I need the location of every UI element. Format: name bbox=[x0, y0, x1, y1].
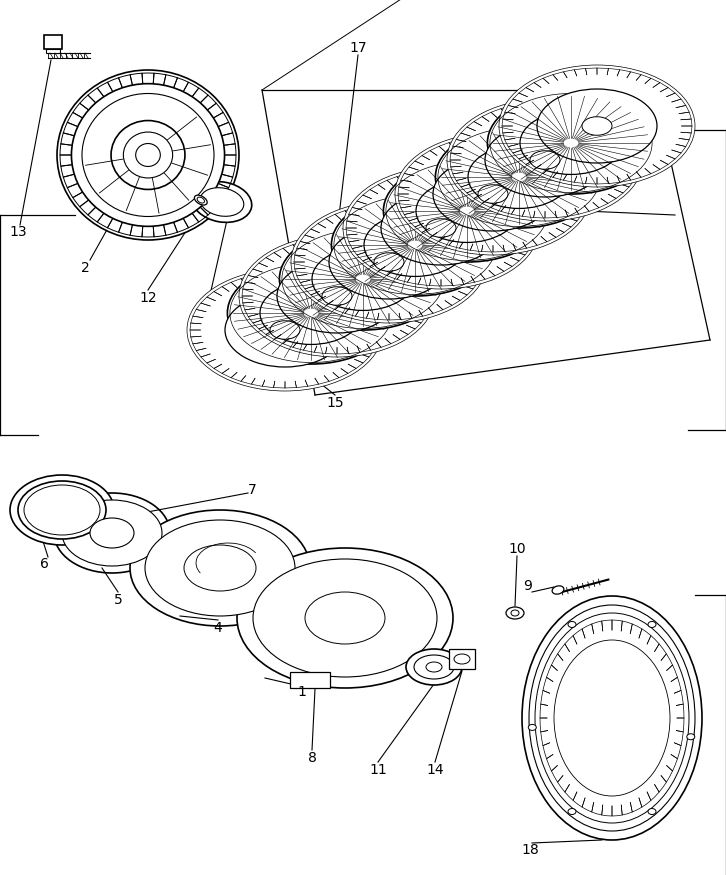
Ellipse shape bbox=[227, 262, 395, 364]
Ellipse shape bbox=[237, 548, 453, 688]
Ellipse shape bbox=[552, 586, 564, 594]
Ellipse shape bbox=[529, 605, 695, 831]
Ellipse shape bbox=[522, 596, 702, 840]
Ellipse shape bbox=[447, 99, 643, 221]
Ellipse shape bbox=[24, 485, 100, 535]
Ellipse shape bbox=[499, 65, 695, 187]
Ellipse shape bbox=[136, 144, 160, 166]
Ellipse shape bbox=[187, 269, 383, 391]
Ellipse shape bbox=[436, 126, 603, 228]
Ellipse shape bbox=[487, 92, 655, 194]
Ellipse shape bbox=[395, 133, 591, 255]
Ellipse shape bbox=[62, 500, 162, 566]
Ellipse shape bbox=[416, 179, 518, 242]
Ellipse shape bbox=[82, 94, 214, 216]
Ellipse shape bbox=[364, 214, 466, 276]
Text: 10: 10 bbox=[508, 542, 526, 556]
Text: 13: 13 bbox=[9, 225, 27, 239]
Ellipse shape bbox=[485, 123, 605, 197]
Ellipse shape bbox=[511, 610, 519, 616]
Ellipse shape bbox=[648, 621, 656, 627]
Text: 16: 16 bbox=[556, 197, 574, 211]
Ellipse shape bbox=[331, 194, 499, 296]
FancyBboxPatch shape bbox=[449, 649, 475, 669]
FancyBboxPatch shape bbox=[44, 35, 62, 49]
Text: 5: 5 bbox=[114, 593, 123, 607]
Ellipse shape bbox=[530, 150, 560, 169]
Ellipse shape bbox=[90, 518, 134, 548]
Ellipse shape bbox=[10, 475, 114, 545]
Ellipse shape bbox=[406, 649, 462, 685]
Ellipse shape bbox=[291, 201, 487, 323]
Ellipse shape bbox=[383, 160, 550, 262]
Text: 9: 9 bbox=[523, 579, 532, 593]
Ellipse shape bbox=[374, 253, 404, 271]
Text: 15: 15 bbox=[326, 396, 344, 410]
Ellipse shape bbox=[343, 167, 539, 289]
Text: 3: 3 bbox=[205, 296, 214, 310]
Ellipse shape bbox=[426, 219, 456, 237]
Ellipse shape bbox=[468, 145, 570, 208]
Ellipse shape bbox=[197, 197, 205, 203]
Ellipse shape bbox=[71, 84, 224, 227]
Ellipse shape bbox=[192, 182, 252, 222]
Ellipse shape bbox=[433, 157, 553, 231]
Ellipse shape bbox=[260, 282, 362, 345]
Ellipse shape bbox=[239, 235, 435, 357]
Ellipse shape bbox=[123, 132, 173, 178]
Text: 2: 2 bbox=[81, 261, 89, 275]
FancyBboxPatch shape bbox=[290, 672, 330, 688]
Ellipse shape bbox=[454, 654, 470, 664]
FancyBboxPatch shape bbox=[46, 49, 60, 53]
Ellipse shape bbox=[253, 559, 437, 677]
Ellipse shape bbox=[554, 640, 670, 796]
Ellipse shape bbox=[312, 248, 414, 311]
Ellipse shape bbox=[426, 662, 442, 672]
Text: 17: 17 bbox=[349, 41, 367, 55]
Text: 1: 1 bbox=[298, 685, 306, 699]
Text: 6: 6 bbox=[39, 557, 49, 571]
Ellipse shape bbox=[520, 111, 622, 174]
Ellipse shape bbox=[582, 116, 612, 136]
Ellipse shape bbox=[195, 195, 207, 205]
Ellipse shape bbox=[329, 225, 449, 299]
Ellipse shape bbox=[200, 188, 244, 216]
Ellipse shape bbox=[184, 545, 256, 591]
Ellipse shape bbox=[535, 613, 689, 823]
Text: 18: 18 bbox=[521, 843, 539, 857]
Ellipse shape bbox=[305, 592, 385, 644]
Ellipse shape bbox=[130, 510, 310, 626]
Ellipse shape bbox=[280, 228, 446, 330]
Ellipse shape bbox=[322, 287, 352, 305]
Text: 11: 11 bbox=[369, 763, 387, 777]
Ellipse shape bbox=[270, 321, 300, 340]
Ellipse shape bbox=[145, 520, 295, 616]
Ellipse shape bbox=[478, 185, 508, 203]
Ellipse shape bbox=[648, 808, 656, 815]
Ellipse shape bbox=[54, 493, 170, 573]
Ellipse shape bbox=[529, 724, 537, 731]
Text: 14: 14 bbox=[426, 763, 444, 777]
Text: 4: 4 bbox=[213, 621, 222, 635]
Text: 8: 8 bbox=[308, 751, 317, 765]
Text: 12: 12 bbox=[139, 291, 157, 305]
Ellipse shape bbox=[57, 70, 239, 240]
Ellipse shape bbox=[381, 191, 501, 265]
Ellipse shape bbox=[277, 259, 397, 333]
Ellipse shape bbox=[18, 481, 106, 539]
Ellipse shape bbox=[537, 89, 657, 163]
Ellipse shape bbox=[225, 293, 345, 367]
Ellipse shape bbox=[687, 734, 695, 739]
Ellipse shape bbox=[414, 655, 454, 679]
Text: 7: 7 bbox=[248, 483, 256, 497]
Ellipse shape bbox=[568, 808, 576, 815]
Ellipse shape bbox=[111, 121, 185, 190]
Ellipse shape bbox=[506, 607, 524, 619]
Ellipse shape bbox=[568, 621, 576, 627]
